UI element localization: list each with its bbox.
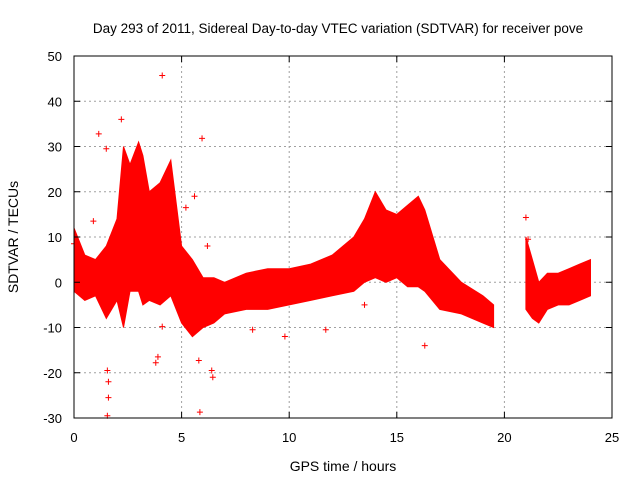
tick-labels: 0 5 10 15 20 25 -30 -20 -10 0 10 20 30 40 50 bbox=[43, 49, 619, 445]
data-point bbox=[105, 378, 112, 385]
data-point bbox=[104, 367, 111, 374]
x-tick-label: 15 bbox=[390, 430, 404, 445]
y-tick-label: 10 bbox=[48, 230, 62, 245]
x-tick-label: 0 bbox=[70, 430, 77, 445]
data-point bbox=[522, 214, 529, 221]
data-point bbox=[195, 357, 202, 364]
data-point bbox=[421, 342, 428, 349]
y-tick-label: 40 bbox=[48, 94, 62, 109]
data-envelope: SDTVAR envelope (dense plus markers) bbox=[73, 140, 495, 338]
y-tick-label: -20 bbox=[43, 366, 62, 381]
data-point bbox=[118, 116, 125, 123]
x-tick-label: 10 bbox=[282, 430, 296, 445]
data-point bbox=[182, 204, 189, 211]
data-point bbox=[525, 236, 532, 243]
data-point bbox=[90, 218, 97, 225]
x-tick-label: 25 bbox=[605, 430, 619, 445]
data-point bbox=[199, 135, 206, 142]
chart-title: Day 293 of 2011, Sidereal Day-to-day VTE… bbox=[93, 21, 583, 36]
data-point bbox=[281, 333, 288, 340]
data-point bbox=[159, 72, 166, 79]
y-tick-label: 20 bbox=[48, 185, 62, 200]
data-point bbox=[322, 326, 329, 333]
y-tick-label: 30 bbox=[48, 140, 62, 155]
data-point bbox=[209, 374, 216, 381]
data-point bbox=[249, 326, 256, 333]
data-layer: SDTVAR envelope (dense plus markers) SDTV… bbox=[71, 72, 591, 419]
data-point bbox=[208, 367, 215, 374]
data-point bbox=[361, 301, 368, 308]
data-point bbox=[152, 359, 159, 366]
data-point bbox=[204, 243, 211, 250]
data-point bbox=[95, 130, 102, 137]
y-tick-label: -30 bbox=[43, 411, 62, 426]
data-point bbox=[196, 409, 203, 416]
x-tick-label: 20 bbox=[497, 430, 511, 445]
y-axis-label: SDTVAR / TECUs bbox=[5, 181, 21, 293]
y-tick-label: 0 bbox=[55, 275, 62, 290]
data-point bbox=[191, 193, 198, 200]
data-point bbox=[103, 145, 110, 152]
x-tick-label: 5 bbox=[178, 430, 185, 445]
data-envelope: SDTVAR envelope (late segment) bbox=[525, 236, 591, 324]
x-axis-label: GPS time / hours bbox=[290, 458, 397, 474]
data-point bbox=[159, 323, 166, 330]
data-point bbox=[105, 394, 112, 401]
y-tick-label: -10 bbox=[43, 321, 62, 336]
y-tick-label: 50 bbox=[48, 49, 62, 64]
axis-ticks bbox=[73, 55, 613, 419]
data-point bbox=[154, 353, 161, 360]
